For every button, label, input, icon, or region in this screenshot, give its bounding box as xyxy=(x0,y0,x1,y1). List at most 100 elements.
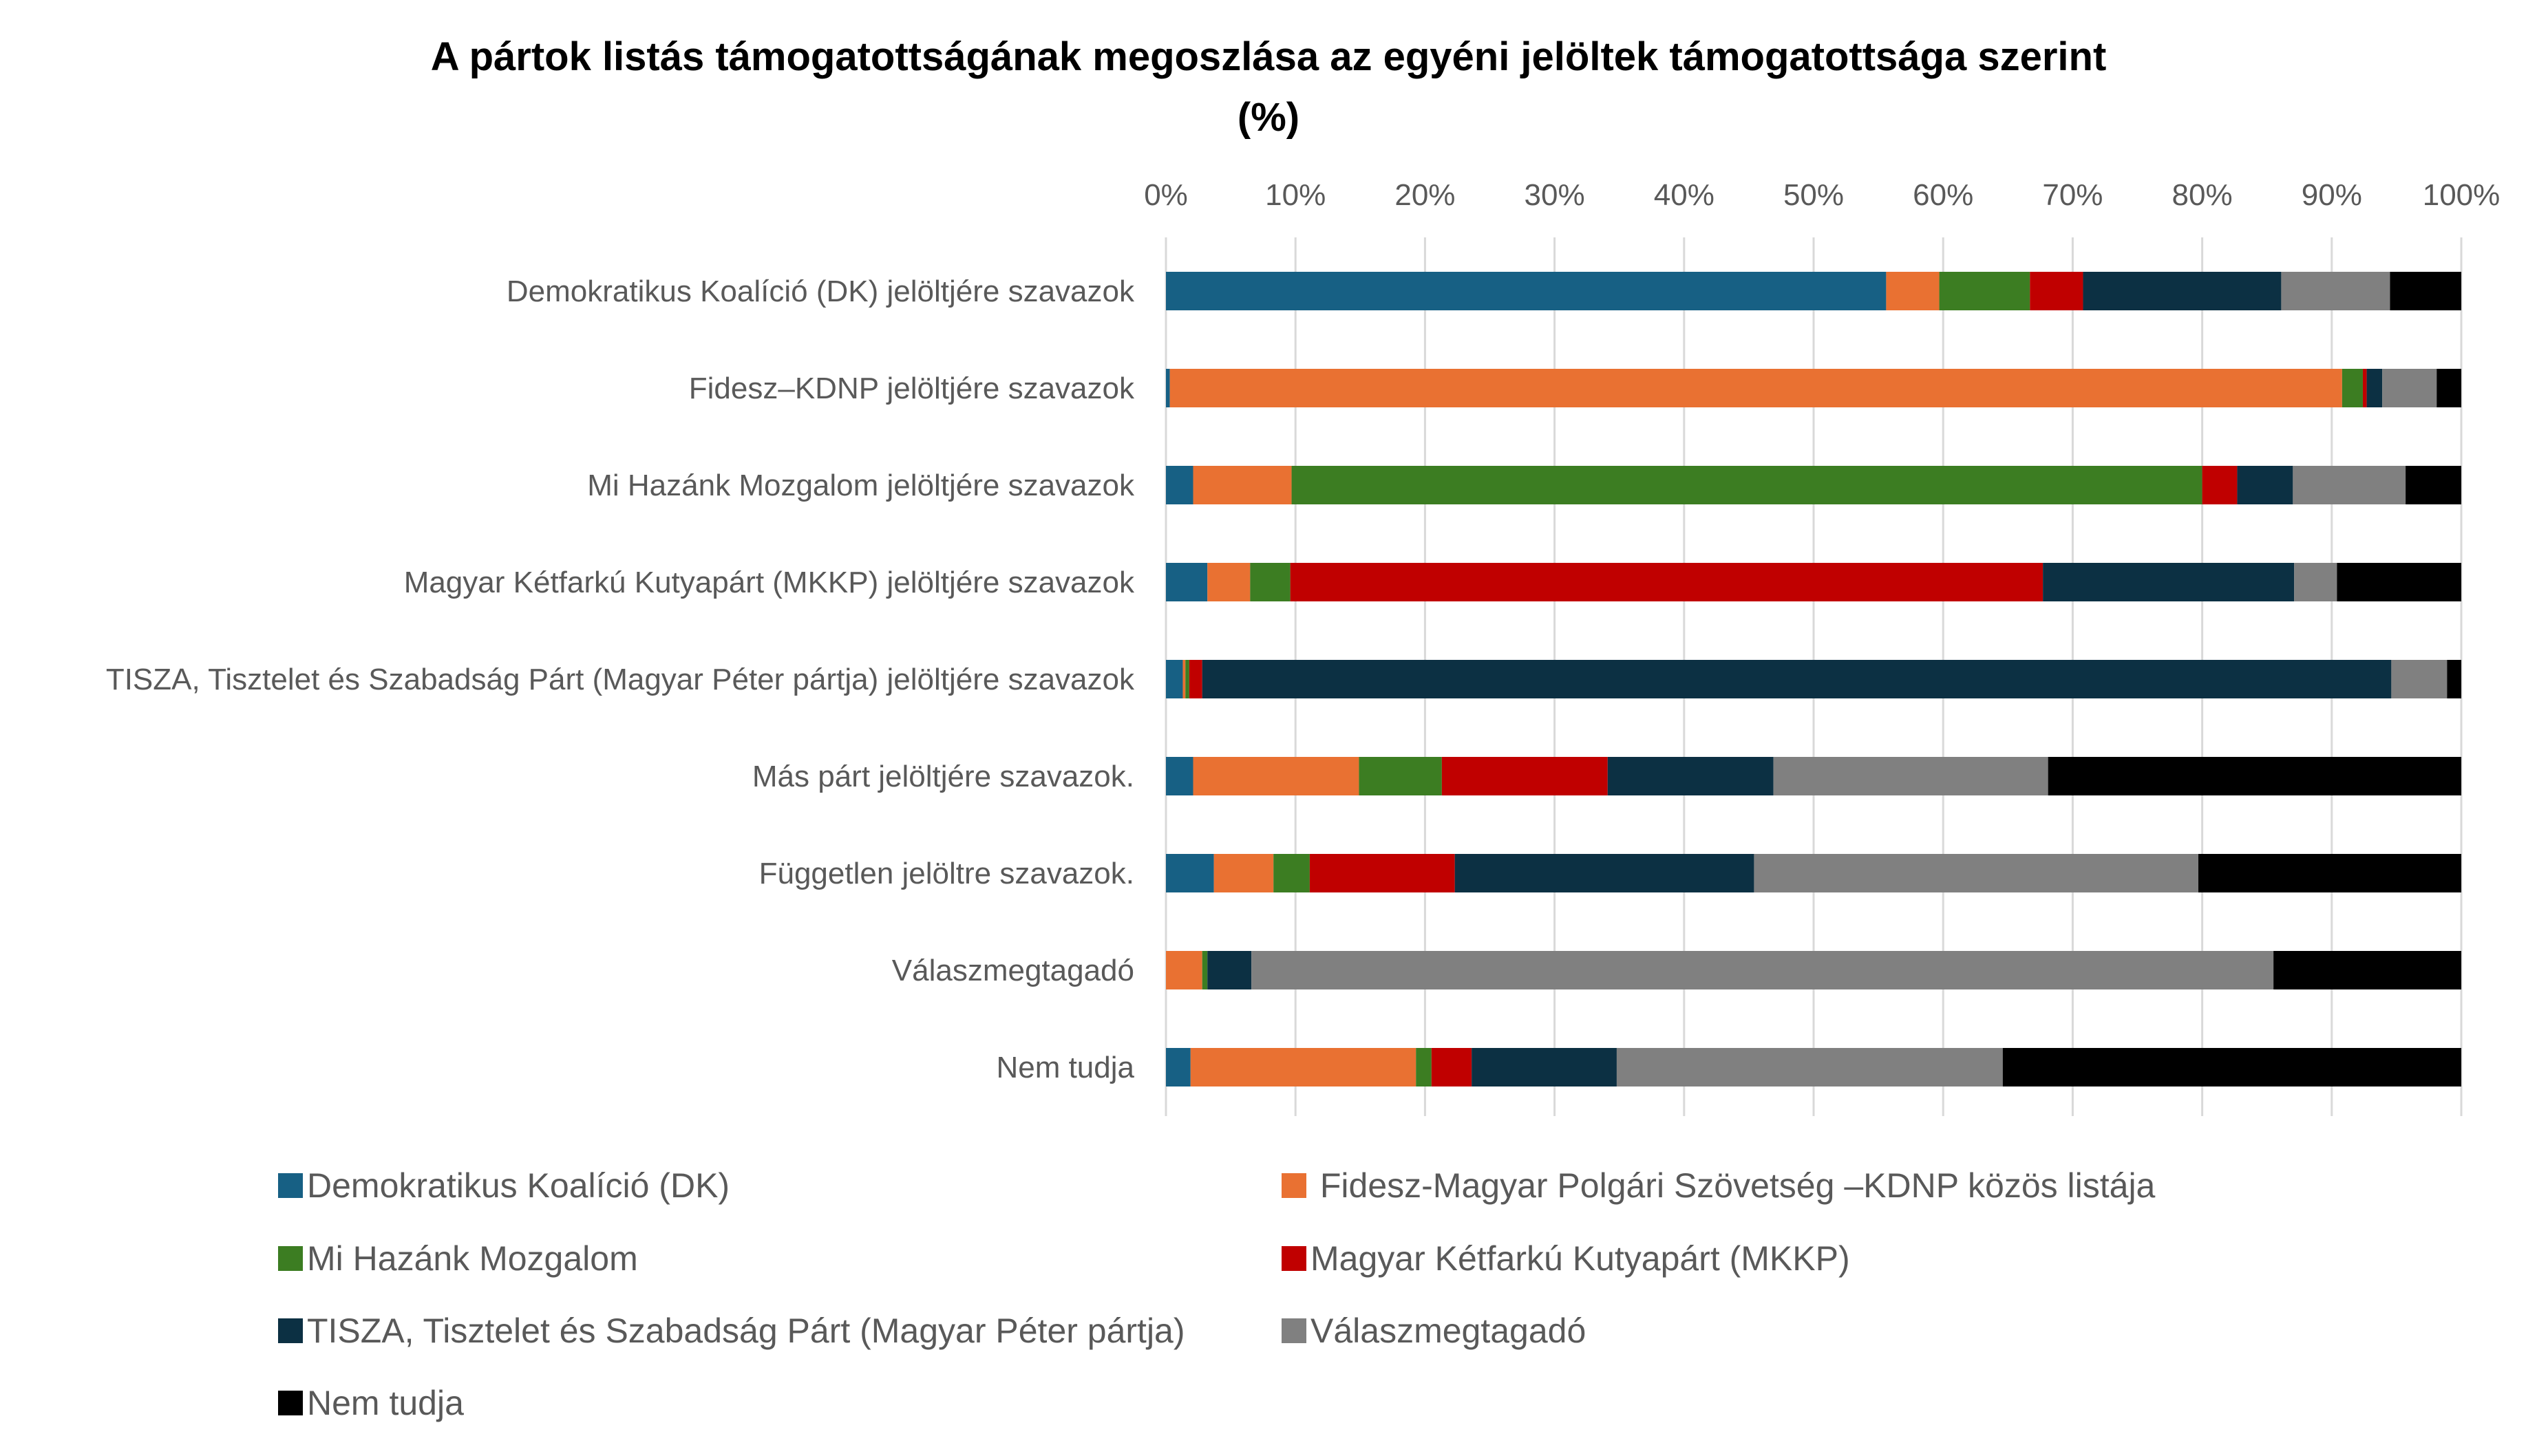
bar-segment xyxy=(1431,1048,1472,1086)
bar-segment xyxy=(1193,757,1359,795)
category-label: TISZA, Tisztelet és Szabadság Párt (Magy… xyxy=(106,663,1135,696)
category-label: Mi Hazánk Mozgalom jelöltjére szavazok xyxy=(587,469,1135,502)
bar-segment xyxy=(2406,466,2461,504)
bar-segment xyxy=(1166,466,1193,504)
legend-label: Válaszmegtagadó xyxy=(1310,1312,1586,1350)
bar-row xyxy=(1166,951,2461,989)
x-tick-label: 0% xyxy=(1144,178,1188,212)
bar-segment xyxy=(2202,466,2238,504)
legend-item: Demokratikus Koalíció (DK) xyxy=(278,1166,730,1205)
bar-segment xyxy=(2447,660,2461,698)
x-tick-label: 20% xyxy=(1394,178,1455,212)
bar-segment xyxy=(1939,272,2030,310)
bar-segment xyxy=(2294,563,2337,601)
category-label: Más párt jelöltjére szavazok. xyxy=(752,760,1134,793)
bar-segment xyxy=(2198,854,2461,892)
bar-segment xyxy=(1182,660,1186,698)
bar-segment xyxy=(1166,272,1887,310)
bar-segment xyxy=(1189,660,1202,698)
bar-segment xyxy=(1773,757,2048,795)
bar-segment xyxy=(1251,951,2274,989)
category-label: Demokratikus Koalíció (DK) jelöltjére sz… xyxy=(507,275,1135,308)
bar-segment xyxy=(1202,951,1208,989)
bar-row xyxy=(1166,854,2461,892)
bar-segment xyxy=(2083,272,2282,310)
legend-label: Fidesz-Magyar Polgári Szövetség –KDNP kö… xyxy=(1310,1166,2156,1205)
bar-segment xyxy=(2273,951,2461,989)
category-label: Független jelöltre szavazok. xyxy=(759,857,1134,890)
bar-segment xyxy=(1207,563,1251,601)
legend-label: Nem tudja xyxy=(307,1384,464,1422)
bar-segment xyxy=(2366,369,2383,407)
x-tick-label: 90% xyxy=(2302,178,2362,212)
legend-swatch xyxy=(278,1391,303,1415)
bar-segment xyxy=(1886,272,1940,310)
category-label: Magyar Kétfarkú Kutyapárt (MKKP) jelöltj… xyxy=(404,566,1135,599)
legend-swatch xyxy=(1282,1318,1306,1343)
legend-swatch xyxy=(278,1173,303,1198)
bar-segment xyxy=(1207,951,1252,989)
bar-segment xyxy=(1166,951,1202,989)
bar-segment xyxy=(1166,369,1170,407)
legend-item: Nem tudja xyxy=(278,1384,464,1422)
bar-row xyxy=(1166,272,2461,310)
bar-segment xyxy=(1359,757,1442,795)
bar-segment xyxy=(2043,563,2295,601)
legend-swatch xyxy=(1282,1246,1306,1271)
bar-segment xyxy=(1472,1048,1617,1086)
bar-segment xyxy=(1607,757,1774,795)
x-tick-label: 60% xyxy=(1913,178,1973,212)
legend-swatch xyxy=(278,1246,303,1271)
x-tick-label: 70% xyxy=(2042,178,2103,212)
x-tick-label: 100% xyxy=(2423,178,2501,212)
bar-segment xyxy=(2391,660,2448,698)
bar-row xyxy=(1166,660,2461,698)
legend-item: Mi Hazánk Mozgalom xyxy=(278,1239,638,1278)
bar-segment xyxy=(1193,466,1292,504)
x-tick-label: 30% xyxy=(1525,178,1585,212)
bar-segment xyxy=(1754,854,2198,892)
bar-segment xyxy=(2437,369,2461,407)
legend-item: TISZA, Tisztelet és Szabadság Párt (Magy… xyxy=(278,1312,1185,1350)
chart-title: A pártok listás támogatottságának megosz… xyxy=(431,34,2107,79)
x-tick-label: 50% xyxy=(1783,178,1844,212)
bar-segment xyxy=(1616,1048,2003,1086)
bar-row xyxy=(1166,563,2461,601)
bar-row xyxy=(1166,466,2461,504)
bar-segment xyxy=(2342,369,2363,407)
bar-segment xyxy=(2337,563,2461,601)
bar-segment xyxy=(1454,854,1754,892)
bar-segment xyxy=(1166,757,1193,795)
bar-segment xyxy=(1166,563,1208,601)
x-tick-label: 10% xyxy=(1265,178,1326,212)
bars xyxy=(1166,272,2461,1086)
bar-segment xyxy=(1213,854,1274,892)
x-tick-label: 40% xyxy=(1654,178,1715,212)
bar-row xyxy=(1166,369,2461,407)
bar-segment xyxy=(2281,272,2390,310)
bar-segment xyxy=(1441,757,1608,795)
bar-segment xyxy=(2048,757,2461,795)
bar-segment xyxy=(2237,466,2293,504)
category-labels: Demokratikus Koalíció (DK) jelöltjére sz… xyxy=(106,275,1135,1084)
legend-item: Fidesz-Magyar Polgári Szövetség –KDNP kö… xyxy=(1282,1166,2156,1205)
bar-segment xyxy=(1185,660,1189,698)
bar-segment xyxy=(2293,466,2406,504)
bar-segment xyxy=(1166,854,1214,892)
bar-segment xyxy=(1190,1048,1416,1086)
legend-label: Demokratikus Koalíció (DK) xyxy=(307,1166,730,1205)
x-axis-ticks: 0% 10% 20% 30% 40% 50% 60% 70% 80% 90% 100% xyxy=(1144,178,2500,212)
legend-swatch xyxy=(278,1318,303,1343)
chart-subtitle: (%) xyxy=(1238,95,1299,140)
bar-segment xyxy=(1309,854,1455,892)
bar-segment xyxy=(1250,563,1291,601)
legend-label: Mi Hazánk Mozgalom xyxy=(307,1239,638,1278)
legend: Demokratikus Koalíció (DK) Fidesz-Magyar… xyxy=(278,1166,2156,1422)
bar-segment xyxy=(2030,272,2083,310)
x-tick-label: 80% xyxy=(2172,178,2233,212)
category-label: Fidesz–KDNP jelöltjére szavazok xyxy=(689,372,1135,405)
legend-swatch xyxy=(1282,1173,1306,1198)
legend-item: Magyar Kétfarkú Kutyapárt (MKKP) xyxy=(1282,1239,1850,1278)
